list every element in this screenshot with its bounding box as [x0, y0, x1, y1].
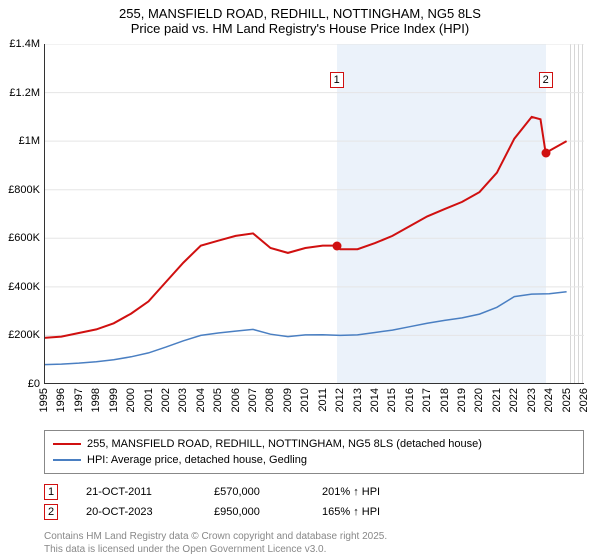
plot-border [44, 44, 584, 384]
x-tick-label: 2012 [334, 388, 346, 412]
title-subtitle: Price paid vs. HM Land Registry's House … [0, 21, 600, 36]
title-address: 255, MANSFIELD ROAD, REDHILL, NOTTINGHAM… [0, 6, 600, 21]
x-tick-label: 2013 [352, 388, 364, 412]
x-tick-label: 2015 [386, 388, 398, 412]
sale-price: £950,000 [214, 506, 294, 518]
x-tick-label: 2017 [421, 388, 433, 412]
x-tick-label: 2004 [195, 388, 207, 412]
x-tick-label: 2014 [369, 388, 381, 412]
sale-marker: 1 [44, 484, 58, 500]
credit-block: Contains HM Land Registry data © Crown c… [44, 530, 584, 556]
sale-marker: 2 [44, 504, 58, 520]
y-tick-label: £1.2M [9, 87, 40, 99]
sale-pct: 201% ↑ HPI [322, 486, 380, 498]
sale-dot [541, 149, 550, 158]
x-tick-label: 2005 [212, 388, 224, 412]
title-block: 255, MANSFIELD ROAD, REDHILL, NOTTINGHAM… [0, 0, 600, 36]
x-tick-label: 1996 [55, 388, 67, 412]
x-tick-label: 2000 [125, 388, 137, 412]
x-tick-label: 2019 [456, 388, 468, 412]
sale-date: 20-OCT-2023 [86, 506, 186, 518]
x-tick-label: 1995 [38, 388, 50, 412]
credit-line1: Contains HM Land Registry data © Crown c… [44, 530, 584, 543]
sale-marker-box: 2 [539, 72, 553, 88]
credit-line2: This data is licensed under the Open Gov… [44, 543, 584, 556]
x-tick-label: 2010 [299, 388, 311, 412]
sale-row: 1 21-OCT-2011 £570,000 201% ↑ HPI [44, 482, 584, 502]
y-tick-label: £1M [19, 135, 40, 147]
x-tick-label: 2022 [508, 388, 520, 412]
x-tick-label: 2009 [282, 388, 294, 412]
legend-label: HPI: Average price, detached house, Gedl… [87, 454, 307, 466]
x-tick-label: 2018 [439, 388, 451, 412]
chart-area: £0£200K£400K£600K£800K£1M£1.2M£1.4M19951… [44, 44, 584, 384]
x-tick-label: 2006 [230, 388, 242, 412]
x-tick-label: 2001 [143, 388, 155, 412]
x-tick-label: 1998 [90, 388, 102, 412]
legend-swatch [53, 443, 81, 445]
sale-dot [332, 241, 341, 250]
x-tick-label: 2021 [491, 388, 503, 412]
sale-row: 2 20-OCT-2023 £950,000 165% ↑ HPI [44, 502, 584, 522]
legend-row: HPI: Average price, detached house, Gedl… [53, 452, 575, 468]
legend-label: 255, MANSFIELD ROAD, REDHILL, NOTTINGHAM… [87, 438, 482, 450]
y-tick-label: £1.4M [9, 38, 40, 50]
legend-swatch [53, 459, 81, 461]
x-tick-label: 2023 [526, 388, 538, 412]
x-tick-label: 1999 [108, 388, 120, 412]
sale-date: 21-OCT-2011 [86, 486, 186, 498]
y-tick-label: £800K [8, 184, 40, 196]
x-tick-label: 2007 [247, 388, 259, 412]
y-tick-label: £400K [8, 281, 40, 293]
x-tick-label: 2003 [177, 388, 189, 412]
chart-container: 255, MANSFIELD ROAD, REDHILL, NOTTINGHAM… [0, 0, 600, 560]
sale-marker-box: 1 [330, 72, 344, 88]
x-tick-label: 2025 [561, 388, 573, 412]
sales-table: 1 21-OCT-2011 £570,000 201% ↑ HPI 2 20-OCT-20… [44, 482, 584, 522]
y-tick-label: £200K [8, 329, 40, 341]
sale-price: £570,000 [214, 486, 294, 498]
x-tick-label: 2016 [404, 388, 416, 412]
x-tick-label: 2024 [543, 388, 555, 412]
x-tick-label: 1997 [73, 388, 85, 412]
legend: 255, MANSFIELD ROAD, REDHILL, NOTTINGHAM… [44, 430, 584, 474]
below-chart: 255, MANSFIELD ROAD, REDHILL, NOTTINGHAM… [44, 430, 584, 556]
x-tick-label: 2011 [317, 388, 329, 412]
legend-row: 255, MANSFIELD ROAD, REDHILL, NOTTINGHAM… [53, 436, 575, 452]
x-tick-label: 2002 [160, 388, 172, 412]
x-tick-label: 2026 [578, 388, 590, 412]
sale-pct: 165% ↑ HPI [322, 506, 380, 518]
x-tick-label: 2008 [264, 388, 276, 412]
y-tick-label: £600K [8, 232, 40, 244]
x-tick-label: 2020 [473, 388, 485, 412]
